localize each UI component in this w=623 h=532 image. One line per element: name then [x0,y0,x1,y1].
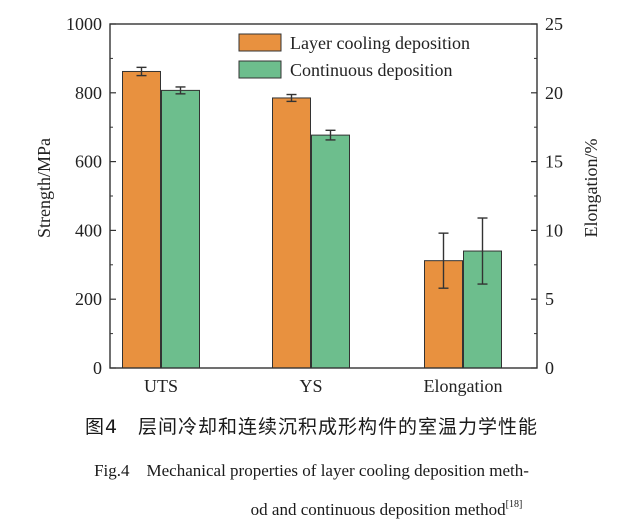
legend-swatch-series-2 [238,60,282,79]
error-bar-ys-series-1 [286,93,297,103]
x-tick-label-elongation: Elongation [424,376,503,396]
y-tick-label-1000: 1000 [66,14,102,34]
error-bar-elongation-series-1 [438,232,449,289]
y-axis-title: Strength/MPa [34,138,54,238]
y-tick-label-400: 400 [75,220,102,240]
caption-reference: [18] [505,499,523,510]
x-tick-label-ys: YS [299,376,322,396]
bar-uts-series-1 [122,70,161,369]
x-tick-label-uts: UTS [144,376,178,396]
bar-ys-series-1 [272,97,311,369]
figure-caption-en: Fig.4 Mechanical properties of layer coo… [0,454,623,527]
y-tick-label-0: 0 [93,358,102,378]
y2-tick-label-10: 10 [545,220,563,240]
caption-en-line1: Fig.4 Mechanical properties of layer coo… [94,461,529,480]
y2-tick-label-25: 25 [545,14,563,34]
bar-uts-series-2 [161,89,200,369]
error-bar-uts-series-1 [136,66,147,77]
y2-tick-label-5: 5 [545,289,554,309]
y2-axis-title: Elongation/% [581,139,601,238]
caption-en-line2: od and continuous deposition method [250,500,506,519]
y2-tick-label-15: 15 [545,152,563,172]
y2-tick-label-0: 0 [545,358,554,378]
legend-label-series-2: Continuous deposition [290,60,453,80]
error-bar-elongation-series-2 [477,217,488,285]
figure-caption-cn: 图4 层间冷却和连续沉积成形构件的室温力学性能 [84,416,539,438]
y-tick-label-800: 800 [75,83,102,103]
error-bar-uts-series-2 [175,86,186,95]
y-tick-label-200: 200 [75,289,102,309]
bar-ys-series-2 [311,134,350,369]
legend-label-series-1: Layer cooling deposition [290,33,470,53]
legend-swatch-series-1 [238,33,282,52]
y2-tick-label-20: 20 [545,83,563,103]
legend: Layer cooling deposition Continuous depos… [238,33,470,80]
error-bar-ys-series-2 [325,129,336,141]
chart: UTS YS Elongation 0 200 400 600 800 1000 0 5 10 15 20… [34,14,601,396]
y-tick-label-600: 600 [75,152,102,172]
